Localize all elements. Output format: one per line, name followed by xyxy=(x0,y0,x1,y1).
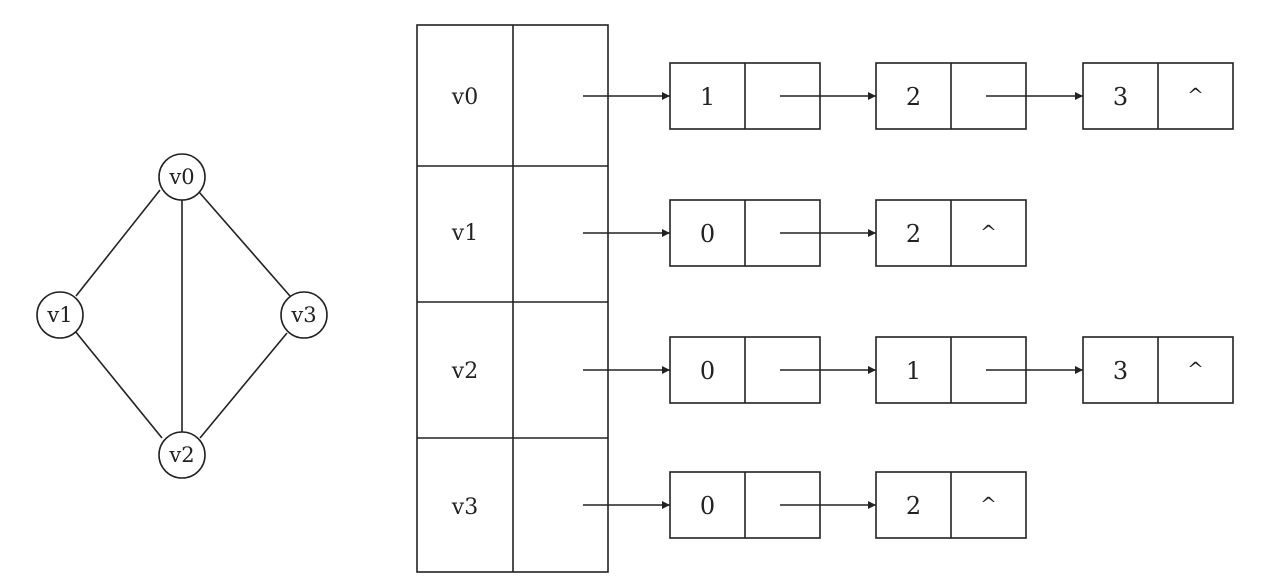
edge-node-adjvex: 3 xyxy=(1113,83,1128,111)
edge-v0-v3 xyxy=(198,191,291,297)
null-pointer-symbol: ^ xyxy=(1187,357,1204,381)
vertex-table-label-v0: v0 xyxy=(451,85,478,110)
vertex-table-label-v1: v1 xyxy=(451,221,478,246)
graph-vertex-label: v1 xyxy=(46,303,72,327)
null-pointer-symbol: ^ xyxy=(980,492,997,516)
edge-node-adjvex: 0 xyxy=(700,357,715,385)
vertex-table: v0 v1 v2 v3 xyxy=(416,24,609,573)
edge-node: 3 ^ xyxy=(1082,336,1234,404)
edge-node-adjvex: 2 xyxy=(906,83,921,111)
graph-vertex-label: v0 xyxy=(168,165,194,189)
edge-node: 3 ^ xyxy=(1082,62,1234,130)
graph-vertex-v1: v1 xyxy=(36,291,84,339)
vertex-table-label-v3: v3 xyxy=(451,495,478,520)
edge-v0-v1 xyxy=(75,189,161,297)
graph-vertex-label: v3 xyxy=(290,303,316,327)
edge-v3-v2 xyxy=(199,332,288,439)
edge-node-adjvex: 0 xyxy=(700,220,715,248)
edge-node-adjvex: 0 xyxy=(700,492,715,520)
edge-node: 0 xyxy=(669,336,821,404)
edge-node-adjvex: 1 xyxy=(700,83,715,111)
edge-v1-v2 xyxy=(74,330,163,439)
edge-node-adjvex: 2 xyxy=(906,492,921,520)
edge-node: 2 ^ xyxy=(875,471,1027,539)
edge-node: 2 ^ xyxy=(875,199,1027,267)
edge-node-adjvex: 2 xyxy=(906,220,921,248)
null-pointer-symbol: ^ xyxy=(1187,83,1204,107)
graph-vertex-label: v2 xyxy=(168,443,194,467)
graph-vertex-v3: v3 xyxy=(280,291,328,339)
undirected-graph: v0 v1 v3 v2 xyxy=(36,153,328,479)
vertex-table-label-v2: v2 xyxy=(451,359,478,384)
graph-vertex-v0: v0 xyxy=(158,153,206,201)
edge-node-adjvex: 1 xyxy=(906,357,921,385)
graph-vertex-v2: v2 xyxy=(158,431,206,479)
null-pointer-symbol: ^ xyxy=(980,220,997,244)
edge-node-adjvex: 3 xyxy=(1113,357,1128,385)
edge-node-lists: 1 2 3 ^0 2 ^0 1 3 ^0 2 ^ xyxy=(583,62,1234,539)
